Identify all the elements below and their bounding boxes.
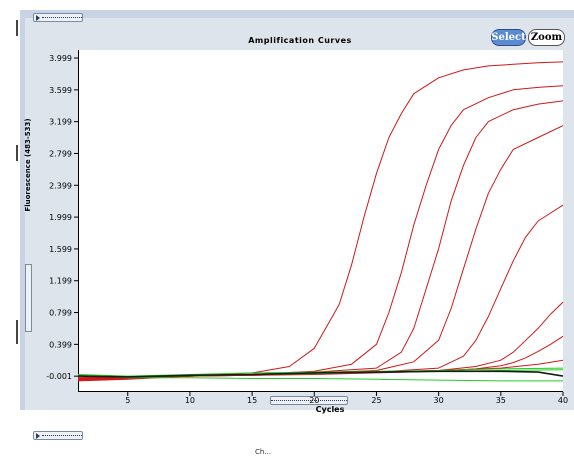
grip-dots-icon bbox=[42, 435, 82, 438]
expand-arrow-icon bbox=[36, 433, 40, 439]
header-band bbox=[20, 10, 574, 18]
chart-title: Amplification Curves bbox=[78, 36, 522, 45]
bottom-band bbox=[20, 410, 574, 453]
select-button[interactable]: Select bbox=[491, 29, 526, 46]
grip-dots-icon bbox=[271, 400, 347, 403]
zoom-button[interactable]: Zoom bbox=[528, 29, 565, 46]
left-edge-marker bbox=[16, 320, 18, 344]
left-edge-marker bbox=[16, 145, 18, 161]
bottom-splitter-handle[interactable] bbox=[33, 431, 83, 440]
horizontal-splitter-handle[interactable] bbox=[270, 396, 348, 405]
top-splitter-handle[interactable] bbox=[33, 13, 83, 22]
footer-label: Ch... bbox=[255, 448, 271, 456]
x-axis-label: Cycles bbox=[300, 405, 360, 414]
grip-dots-icon bbox=[42, 17, 82, 20]
plot-area bbox=[78, 50, 563, 392]
expand-arrow-icon bbox=[36, 15, 40, 21]
window-top bbox=[0, 0, 574, 10]
y-axis-label: Fluorescence (483-533) bbox=[24, 105, 32, 225]
left-edge-marker bbox=[16, 20, 18, 36]
left-splitter-handle[interactable] bbox=[25, 264, 32, 332]
